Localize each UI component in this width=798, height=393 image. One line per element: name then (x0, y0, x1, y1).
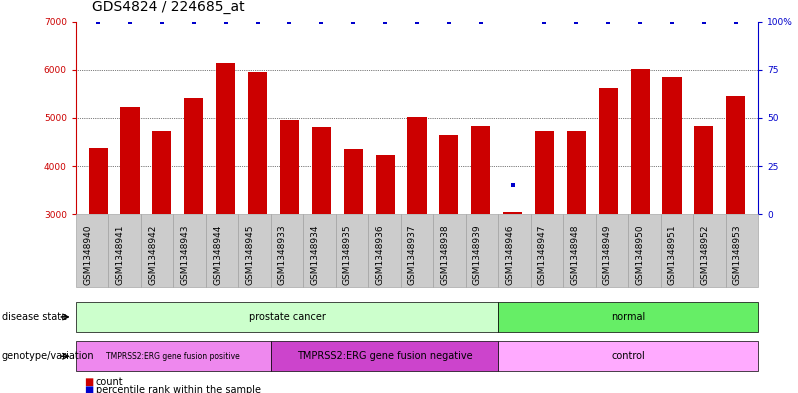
Text: GSM1348943: GSM1348943 (180, 224, 190, 285)
Bar (89, 148, 108, 214)
Text: GSM1348950: GSM1348950 (635, 224, 645, 285)
Bar (694, 126, 713, 214)
Text: GSM1348952: GSM1348952 (701, 224, 709, 285)
Text: GSM1348944: GSM1348944 (213, 224, 222, 285)
Text: GSM1348941: GSM1348941 (116, 224, 124, 285)
Bar (152, 131, 172, 214)
Bar (408, 117, 426, 214)
Bar (312, 127, 331, 214)
Bar (503, 212, 522, 214)
Text: GSM1348945: GSM1348945 (246, 224, 255, 285)
Text: genotype/variation: genotype/variation (2, 351, 94, 361)
Text: count: count (96, 377, 124, 387)
Text: GSM1348948: GSM1348948 (571, 224, 579, 285)
Text: normal: normal (611, 312, 646, 322)
Text: GSM1348940: GSM1348940 (83, 224, 92, 285)
Bar (726, 96, 745, 214)
Bar (567, 131, 586, 214)
Text: prostate cancer: prostate cancer (248, 312, 326, 322)
Text: GDS4824 / 224685_at: GDS4824 / 224685_at (92, 0, 244, 14)
Text: GSM1348939: GSM1348939 (473, 224, 482, 285)
Text: GSM1348937: GSM1348937 (408, 224, 417, 285)
Bar (662, 77, 681, 214)
Text: GSM1348951: GSM1348951 (668, 224, 677, 285)
Bar (280, 120, 299, 214)
Bar (376, 155, 395, 214)
Text: GSM1348938: GSM1348938 (440, 224, 449, 285)
Bar (598, 88, 618, 214)
Text: ■: ■ (84, 377, 93, 387)
Bar (248, 72, 267, 214)
Bar (630, 69, 650, 214)
Text: GSM1348947: GSM1348947 (538, 224, 547, 285)
Bar (471, 126, 490, 214)
Bar (344, 149, 363, 214)
Text: ■: ■ (84, 385, 93, 393)
Bar (535, 131, 554, 214)
Text: GSM1348933: GSM1348933 (278, 224, 287, 285)
Bar (120, 107, 140, 214)
Text: TMPRSS2:ERG gene fusion positive: TMPRSS2:ERG gene fusion positive (106, 352, 240, 361)
Text: GSM1348935: GSM1348935 (343, 224, 352, 285)
Text: GSM1348934: GSM1348934 (310, 224, 319, 285)
Text: percentile rank within the sample: percentile rank within the sample (96, 385, 261, 393)
Text: GSM1348942: GSM1348942 (148, 224, 157, 285)
Text: TMPRSS2:ERG gene fusion negative: TMPRSS2:ERG gene fusion negative (297, 351, 472, 361)
Text: disease state: disease state (2, 312, 67, 322)
Bar (184, 98, 203, 214)
Text: GSM1348936: GSM1348936 (376, 224, 385, 285)
Text: GSM1348953: GSM1348953 (733, 224, 742, 285)
Text: GSM1348946: GSM1348946 (505, 224, 515, 285)
Text: GSM1348949: GSM1348949 (603, 224, 612, 285)
Bar (439, 135, 458, 214)
Bar (216, 62, 235, 214)
Text: control: control (611, 351, 645, 361)
